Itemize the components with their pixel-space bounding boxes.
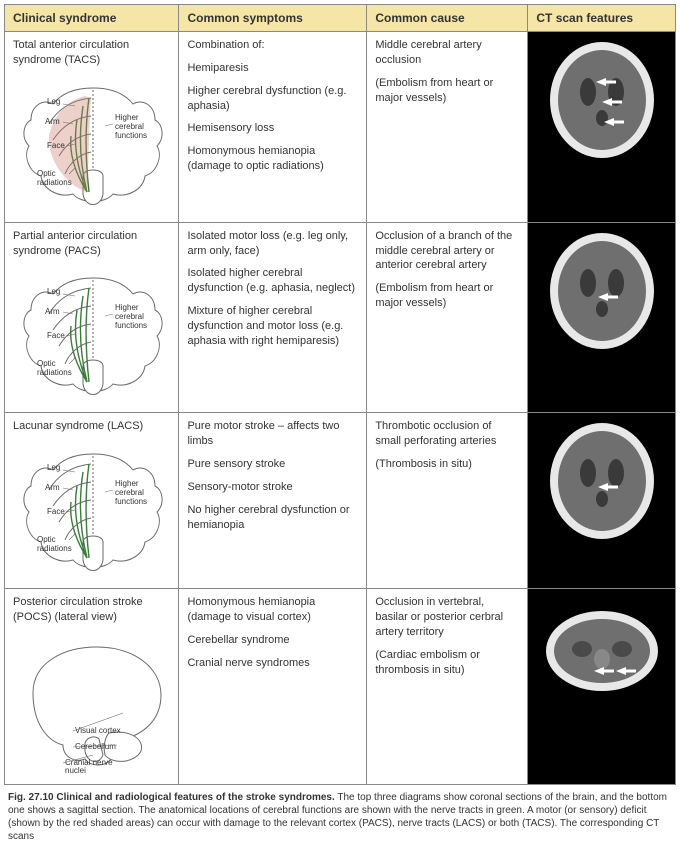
svg-text:Visual cortex: Visual cortex <box>75 726 121 735</box>
stroke-syndromes-table: Clinical syndrome Common symptoms Common… <box>4 4 676 785</box>
cause-item: Middle cerebral artery occlusion <box>375 38 519 68</box>
symptom-item: Combination of: <box>187 38 358 53</box>
syndrome-title: Posterior circulation stroke (POCS) (lat… <box>13 595 170 625</box>
ct-cell <box>528 222 676 413</box>
svg-text:cerebral: cerebral <box>115 312 144 321</box>
symptoms-cell: Pure motor stroke – affects two limbs Pur… <box>179 413 367 589</box>
svg-text:Higher: Higher <box>115 303 139 312</box>
ct-scan-image <box>538 417 666 545</box>
ct-scan-image <box>538 227 666 355</box>
svg-text:Optic: Optic <box>37 359 56 368</box>
table-row: Partial anterior circulation syndrome (P… <box>5 222 676 413</box>
symptom-item: Isolated higher cerebral dysfunction (e.… <box>187 266 358 296</box>
svg-text:Arm: Arm <box>45 483 60 492</box>
svg-text:Optic: Optic <box>37 169 56 178</box>
cause-cell: Occlusion in vertebral, basilar or poste… <box>367 589 528 785</box>
cause-item: (Thrombosis in situ) <box>375 457 519 472</box>
svg-text:functions: functions <box>115 321 147 330</box>
symptom-item: Hemiparesis <box>187 61 358 76</box>
symptom-item: Homonymous hemianopia (damage to visual … <box>187 595 358 625</box>
ct-cell <box>528 32 676 223</box>
syndrome-cell: Posterior circulation stroke (POCS) (lat… <box>5 589 179 785</box>
syndrome-title: Total anterior circulation syndrome (TAC… <box>13 38 170 68</box>
svg-text:Leg: Leg <box>47 97 60 106</box>
symptom-item: Higher cerebral dysfunction (e.g. aphasi… <box>187 84 358 114</box>
svg-text:Face: Face <box>47 507 65 516</box>
cause-item: (Cardiac embolism or thrombosis in situ) <box>375 648 519 678</box>
syndrome-title: Partial anterior circulation syndrome (P… <box>13 229 170 259</box>
svg-text:Arm: Arm <box>45 307 60 316</box>
symptoms-cell: Combination of: Hemiparesis Higher cerebra… <box>179 32 367 223</box>
symptom-item: Sensory-motor stroke <box>187 480 358 495</box>
svg-text:functions: functions <box>115 497 147 506</box>
figure-caption: Fig. 27.10 Clinical and radiological fea… <box>4 785 676 845</box>
header-cause: Common cause <box>367 5 528 32</box>
cause-item: Thrombotic occlusion of small perforatin… <box>375 419 519 449</box>
symptom-item: Isolated motor loss (e.g. leg only, arm … <box>187 229 358 259</box>
svg-text:Leg: Leg <box>47 287 60 296</box>
symptom-item: Hemisensory loss <box>187 121 358 136</box>
svg-text:functions: functions <box>115 131 147 140</box>
cause-cell: Occlusion of a branch of the middle cere… <box>367 222 528 413</box>
table-row: Posterior circulation stroke (POCS) (lat… <box>5 589 676 785</box>
svg-text:Face: Face <box>47 331 65 340</box>
ct-cell <box>528 413 676 589</box>
cause-cell: Thrombotic occlusion of small perforatin… <box>367 413 528 589</box>
syndrome-title: Lacunar syndrome (LACS) <box>13 419 170 434</box>
symptom-item: Cranial nerve syndromes <box>187 656 358 671</box>
symptom-item: No higher cerebral dysfunction or hemian… <box>187 503 358 533</box>
svg-text:Higher: Higher <box>115 479 139 488</box>
header-ct: CT scan features <box>528 5 676 32</box>
svg-text:nuclei: nuclei <box>65 766 86 773</box>
symptom-item: Pure sensory stroke <box>187 457 358 472</box>
syndrome-cell: Total anterior circulation syndrome (TAC… <box>5 32 179 223</box>
symptom-item: Cerebellar syndrome <box>187 633 358 648</box>
symptoms-cell: Isolated motor loss (e.g. leg only, arm … <box>179 222 367 413</box>
svg-text:radiations: radiations <box>37 544 72 553</box>
symptoms-cell: Homonymous hemianopia (damage to visual … <box>179 589 367 785</box>
header-symptoms: Common symptoms <box>179 5 367 32</box>
brain-lateral-diagram: Visual cortex Cerebellum Cranial nerve n… <box>13 633 173 773</box>
svg-text:cerebral: cerebral <box>115 122 144 131</box>
table-row: Lacunar syndrome (LACS) Leg Arm <box>5 413 676 589</box>
ct-scan-image <box>538 36 666 164</box>
svg-text:Optic: Optic <box>37 535 56 544</box>
cause-item: (Embolism from heart or major vessels) <box>375 76 519 106</box>
cause-item: Occlusion in vertebral, basilar or poste… <box>375 595 519 640</box>
cause-item: (Embolism from heart or major vessels) <box>375 281 519 311</box>
syndrome-cell: Partial anterior circulation syndrome (P… <box>5 222 179 413</box>
brain-coronal-diagram: Leg Arm Face Optic radiations Higher cer… <box>13 442 173 582</box>
cause-cell: Middle cerebral artery occlusion (Embolis… <box>367 32 528 223</box>
svg-text:Arm: Arm <box>45 117 60 126</box>
svg-text:Higher: Higher <box>115 113 139 122</box>
symptom-item: Mixture of higher cerebral dysfunction a… <box>187 304 358 349</box>
ct-cell <box>528 589 676 785</box>
cause-item: Occlusion of a branch of the middle cere… <box>375 229 519 274</box>
svg-text:cerebral: cerebral <box>115 488 144 497</box>
svg-text:radiations: radiations <box>37 368 72 377</box>
caption-bold: Fig. 27.10 Clinical and radiological fea… <box>8 792 335 803</box>
ct-scan-image <box>538 593 666 703</box>
svg-text:Face: Face <box>47 141 65 150</box>
symptom-item: Homonymous hemianopia (damage to optic r… <box>187 144 358 174</box>
symptom-item: Pure motor stroke – affects two limbs <box>187 419 358 449</box>
table-row: Total anterior circulation syndrome (TAC… <box>5 32 676 223</box>
syndrome-cell: Lacunar syndrome (LACS) Leg Arm <box>5 413 179 589</box>
brain-coronal-diagram: Leg Arm Face Optic radiations Higher cer… <box>13 266 173 406</box>
svg-text:Leg: Leg <box>47 463 60 472</box>
brain-coronal-diagram: Leg Arm Face Optic radiations Higher cer… <box>13 76 173 216</box>
svg-text:radiations: radiations <box>37 178 72 187</box>
header-syndrome: Clinical syndrome <box>5 5 179 32</box>
